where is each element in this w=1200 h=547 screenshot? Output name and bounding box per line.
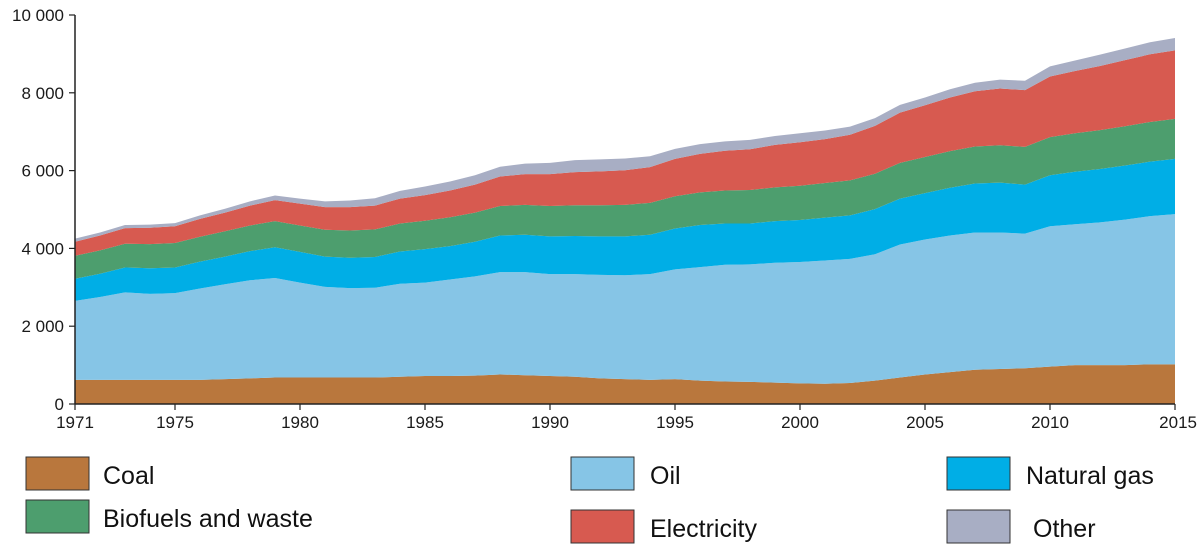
legend-item-oil: Oil [570, 456, 681, 491]
y-tick-label: 6 000 [21, 162, 64, 181]
legend-item-natural-gas: Natural gas [946, 456, 1154, 491]
legend-swatch-coal [25, 456, 90, 491]
legend-item-other: Other [946, 509, 1096, 544]
x-tick-label: 2015 [1159, 413, 1197, 432]
area-electricity [75, 50, 1175, 256]
area-other [75, 37, 1175, 242]
y-tick-label: 2 000 [21, 317, 64, 336]
x-tick-label: 2010 [1031, 413, 1069, 432]
legend-swatch-biofuels [25, 499, 90, 534]
legend-item-electricity: Electricity [570, 509, 757, 544]
y-axis-ticks: 0 2 000 4 000 6 000 8 000 10 000 [12, 6, 75, 414]
x-tick-label: 1985 [406, 413, 444, 432]
legend-label-other: Other [1033, 515, 1096, 543]
legend-swatch-oil [570, 456, 635, 491]
x-axis-ticks: 1971 1975 1980 1985 1990 1995 2000 2005 2010 2015 [56, 404, 1197, 432]
legend-swatch-natural-gas [946, 456, 1011, 491]
legend-item-coal: Coal [25, 456, 154, 491]
x-tick-label: 1971 [56, 413, 94, 432]
legend-label-biofuels: Biofuels and waste [103, 505, 313, 533]
y-tick-label: 0 [55, 395, 64, 414]
legend-item-biofuels: Biofuels and waste [25, 499, 313, 534]
area-biofuels-and-waste [75, 118, 1175, 279]
legend-label-oil: Oil [650, 462, 681, 490]
legend: Coal Biofuels and waste Oil Electricity … [25, 456, 1154, 544]
x-tick-label: 2005 [906, 413, 944, 432]
legend-swatch-electricity [570, 509, 635, 544]
area-series-group [75, 37, 1175, 404]
legend-label-electricity: Electricity [650, 515, 757, 543]
x-tick-label: 1990 [531, 413, 569, 432]
legend-label-natural-gas: Natural gas [1026, 462, 1154, 490]
area-coal [75, 364, 1175, 404]
x-tick-label: 2000 [781, 413, 819, 432]
x-tick-label: 1980 [281, 413, 319, 432]
legend-swatch-other [946, 509, 1011, 544]
y-tick-label: 10 000 [12, 6, 64, 25]
y-tick-label: 8 000 [21, 84, 64, 103]
y-tick-label: 4 000 [21, 239, 64, 258]
area-oil [75, 214, 1175, 384]
area-natural-gas [75, 158, 1175, 301]
legend-label-coal: Coal [103, 462, 154, 490]
x-tick-label: 1975 [156, 413, 194, 432]
x-tick-label: 1995 [656, 413, 694, 432]
